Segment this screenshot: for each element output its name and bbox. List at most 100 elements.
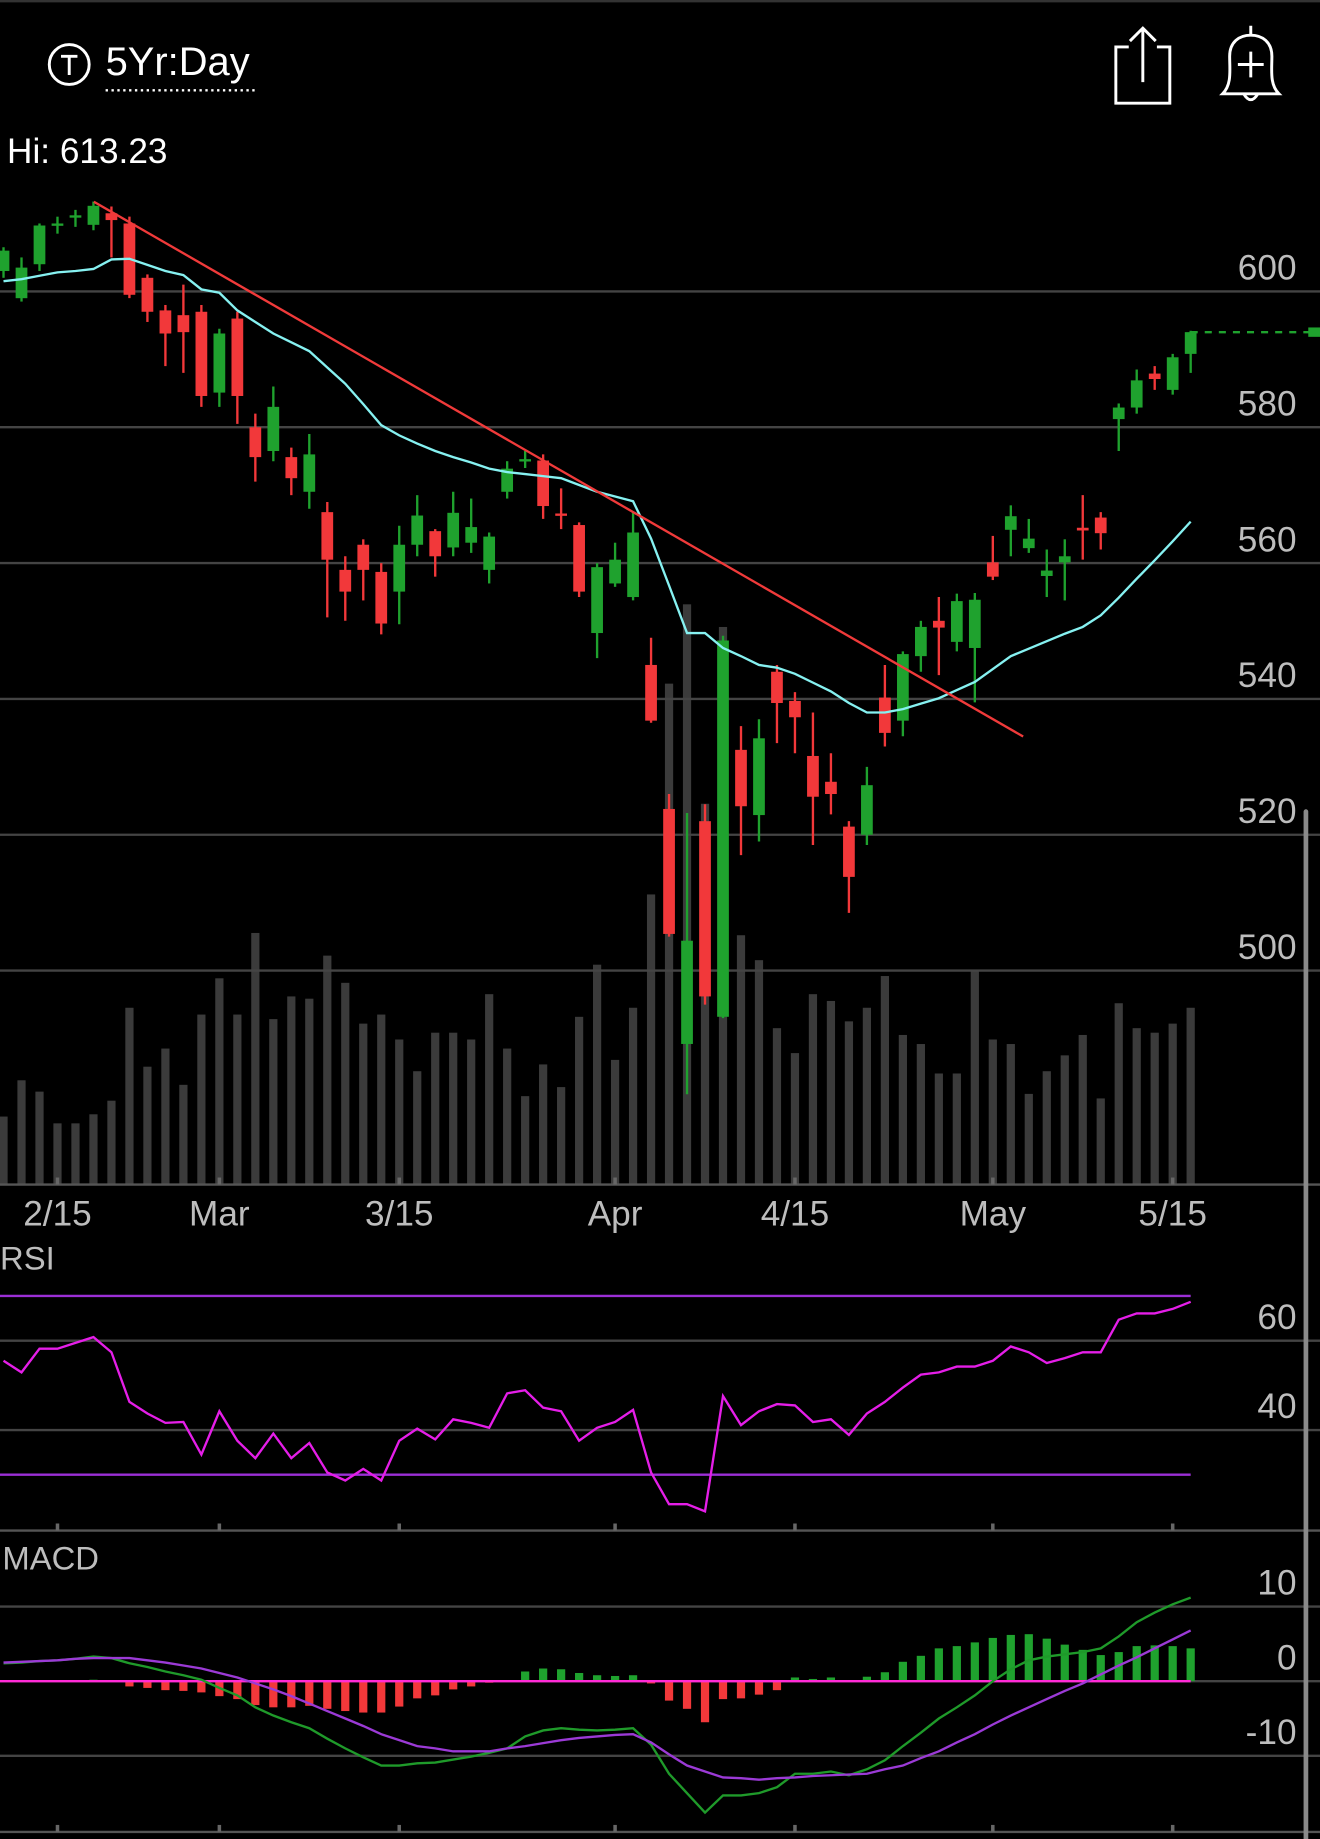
candle-body [555,513,567,516]
candle-body [609,559,621,584]
histogram-bar [449,1681,458,1690]
hi-label: Hi: 613.23 [7,132,167,171]
volume-bar [934,1073,943,1185]
volume-bar [1114,1003,1123,1185]
histogram-bar [179,1681,188,1691]
candle-body [717,640,729,1017]
candle-body [1184,332,1197,354]
histogram-bar [988,1637,997,1682]
candle-body [1112,407,1125,420]
volume-bar [251,932,260,1185]
volume-bar [1042,1071,1051,1185]
volume-bar [503,1048,512,1185]
histogram-bar [359,1681,368,1713]
candle-body [339,569,352,592]
volume-bar [197,1014,206,1185]
candle-body [51,223,64,226]
volume-bar [844,1021,854,1185]
volume-bar [610,1059,620,1185]
candle-body [950,601,963,642]
histogram-bar [970,1642,979,1682]
volume-bar [323,955,332,1185]
histogram-bar [772,1681,782,1691]
volume-bar [215,978,224,1185]
candle-body [105,213,118,221]
histogram-bar [287,1681,296,1708]
period-label: 5Yr:Day [106,40,250,84]
histogram-bar [610,1675,620,1682]
candle-body [771,671,783,703]
alert-button[interactable] [1219,25,1283,102]
volume-bar [53,1123,62,1185]
histogram-bar [161,1681,170,1691]
volume-bar [1132,1028,1141,1185]
histogram-bar [557,1669,566,1682]
candle-body [735,749,747,807]
volume-bar [557,1087,566,1185]
x-tick-label: 4/15 [761,1195,830,1234]
volume-bar [826,1000,836,1185]
volume-bar [377,1014,386,1185]
y-tick-label: 540 [1238,656,1297,695]
histogram-bar [736,1681,746,1699]
histogram-bar [754,1681,764,1695]
candle-body [249,427,262,458]
volume-bar [1186,1007,1195,1185]
period-icon [47,43,91,86]
candle-body [213,333,226,393]
histogram-bar [1006,1634,1015,1682]
x-tick-label: 5/15 [1138,1195,1207,1234]
candle-body [1094,517,1107,534]
volume-bar [71,1123,80,1185]
y-tick-label: 10 [1257,1564,1296,1603]
candle-body [932,620,945,628]
histogram-bar [233,1681,242,1700]
candle-body [843,826,855,877]
histogram-bar [1132,1646,1141,1682]
y-tick-label: 500 [1238,928,1297,967]
candle-body [645,664,657,721]
histogram-bar [862,1676,872,1682]
volume-bar [1006,1044,1015,1185]
candle-body [15,267,28,299]
share-icon-arrow [1128,26,1157,83]
histogram-bar [575,1672,584,1682]
volume-bar [413,1071,422,1185]
volume-bar [1078,1034,1087,1185]
period-selector[interactable]: 5Yr:Day [47,40,256,92]
volume-bar [916,1044,925,1185]
y-tick-label: 40 [1257,1387,1296,1426]
histogram-bar [1096,1655,1105,1682]
volume-bar [862,1007,872,1185]
x-tick-label: Mar [189,1195,250,1234]
indicator-line [3,1596,1192,1815]
histogram-bar [1186,1648,1195,1682]
candle-body [375,571,388,624]
volume-bar [485,994,494,1185]
histogram-bar [628,1675,638,1682]
volume-bar [1150,1032,1159,1185]
volume-bar [952,1073,961,1185]
panel-title: MACD [2,1540,99,1577]
candle-body [1148,373,1161,380]
volume-bar [628,1007,638,1185]
volume-bar [592,964,602,1185]
candle-body [1058,556,1071,563]
volume-bar [17,1080,26,1185]
last-price-tag [1308,327,1320,337]
x-tick-label: Apr [588,1195,643,1234]
histogram-bar [826,1677,836,1682]
y-tick-label: 560 [1238,520,1297,559]
candle-body [195,311,208,396]
x-tick-label: 3/15 [365,1195,434,1234]
share-button[interactable] [1114,26,1172,105]
volume-bar [233,1014,242,1185]
candle-body [897,654,909,721]
candle-body [1040,570,1053,576]
histogram-bar [1168,1646,1177,1682]
volume-bar [359,1023,368,1185]
candle-body [519,459,532,462]
bell-icon-detail [1237,25,1264,102]
